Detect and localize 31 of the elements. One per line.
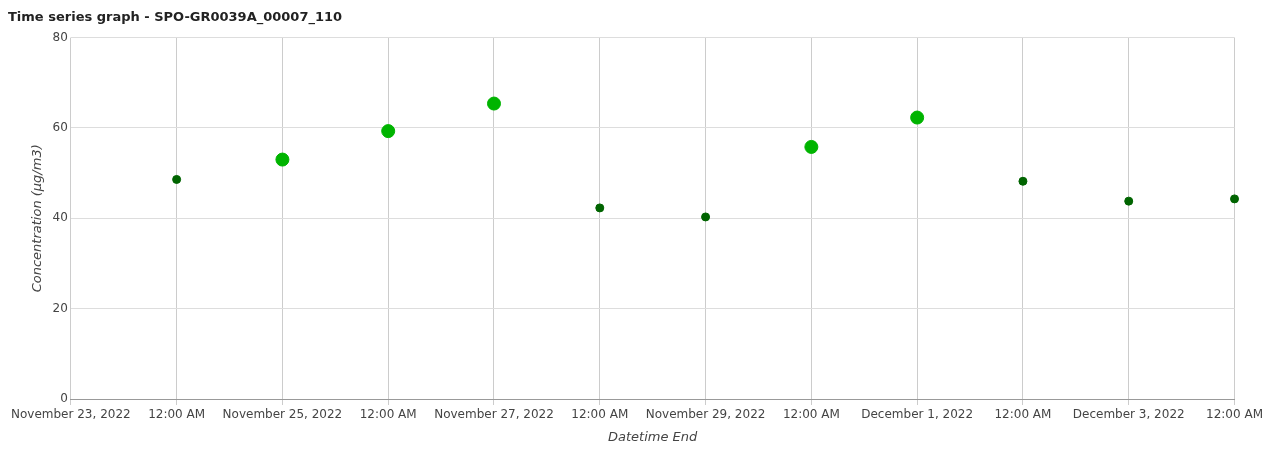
- point: [804, 139, 819, 154]
- point: [910, 110, 925, 125]
- y-tick-label: 80: [52, 29, 68, 44]
- point: [701, 212, 711, 222]
- point: [1230, 194, 1240, 204]
- x-axis-title: Datetime End: [608, 428, 699, 444]
- x-tick-label: December 3, 2022: [1072, 407, 1185, 422]
- y-tick-label: 0: [60, 391, 68, 406]
- chart-title: Time series graph - SPO-GR0039A_00007_110: [8, 9, 343, 26]
- x-tick-label: November 23, 2022: [11, 407, 131, 422]
- x-tick-label: November 25, 2022: [222, 407, 343, 422]
- x-tick-label: 12:00 AM: [571, 407, 629, 422]
- point: [1018, 176, 1028, 186]
- y-axis-title: Concentration (µg/m3): [29, 144, 45, 293]
- x-tick-label: 12:00 AM: [148, 407, 206, 422]
- x-tick-label: 12:00 AM: [782, 407, 840, 422]
- y-tick-label: 60: [52, 120, 68, 135]
- point: [172, 174, 182, 184]
- x-tick-label: 12:00 AM: [1206, 407, 1263, 422]
- x-tick-label: November 27, 2022: [434, 407, 554, 422]
- point: [1124, 196, 1134, 206]
- point: [381, 124, 396, 139]
- x-tick-label: December 1, 2022: [861, 407, 974, 422]
- y-tick-label: 20: [52, 300, 68, 315]
- x-tick-label: 12:00 AM: [359, 407, 417, 422]
- y-tick-label: 40: [52, 210, 68, 225]
- point: [487, 96, 501, 111]
- x-tick-label: 12:00 AM: [994, 407, 1052, 422]
- x-tick-label: November 29, 2022: [645, 407, 766, 422]
- point: [275, 152, 290, 167]
- point: [595, 203, 605, 213]
